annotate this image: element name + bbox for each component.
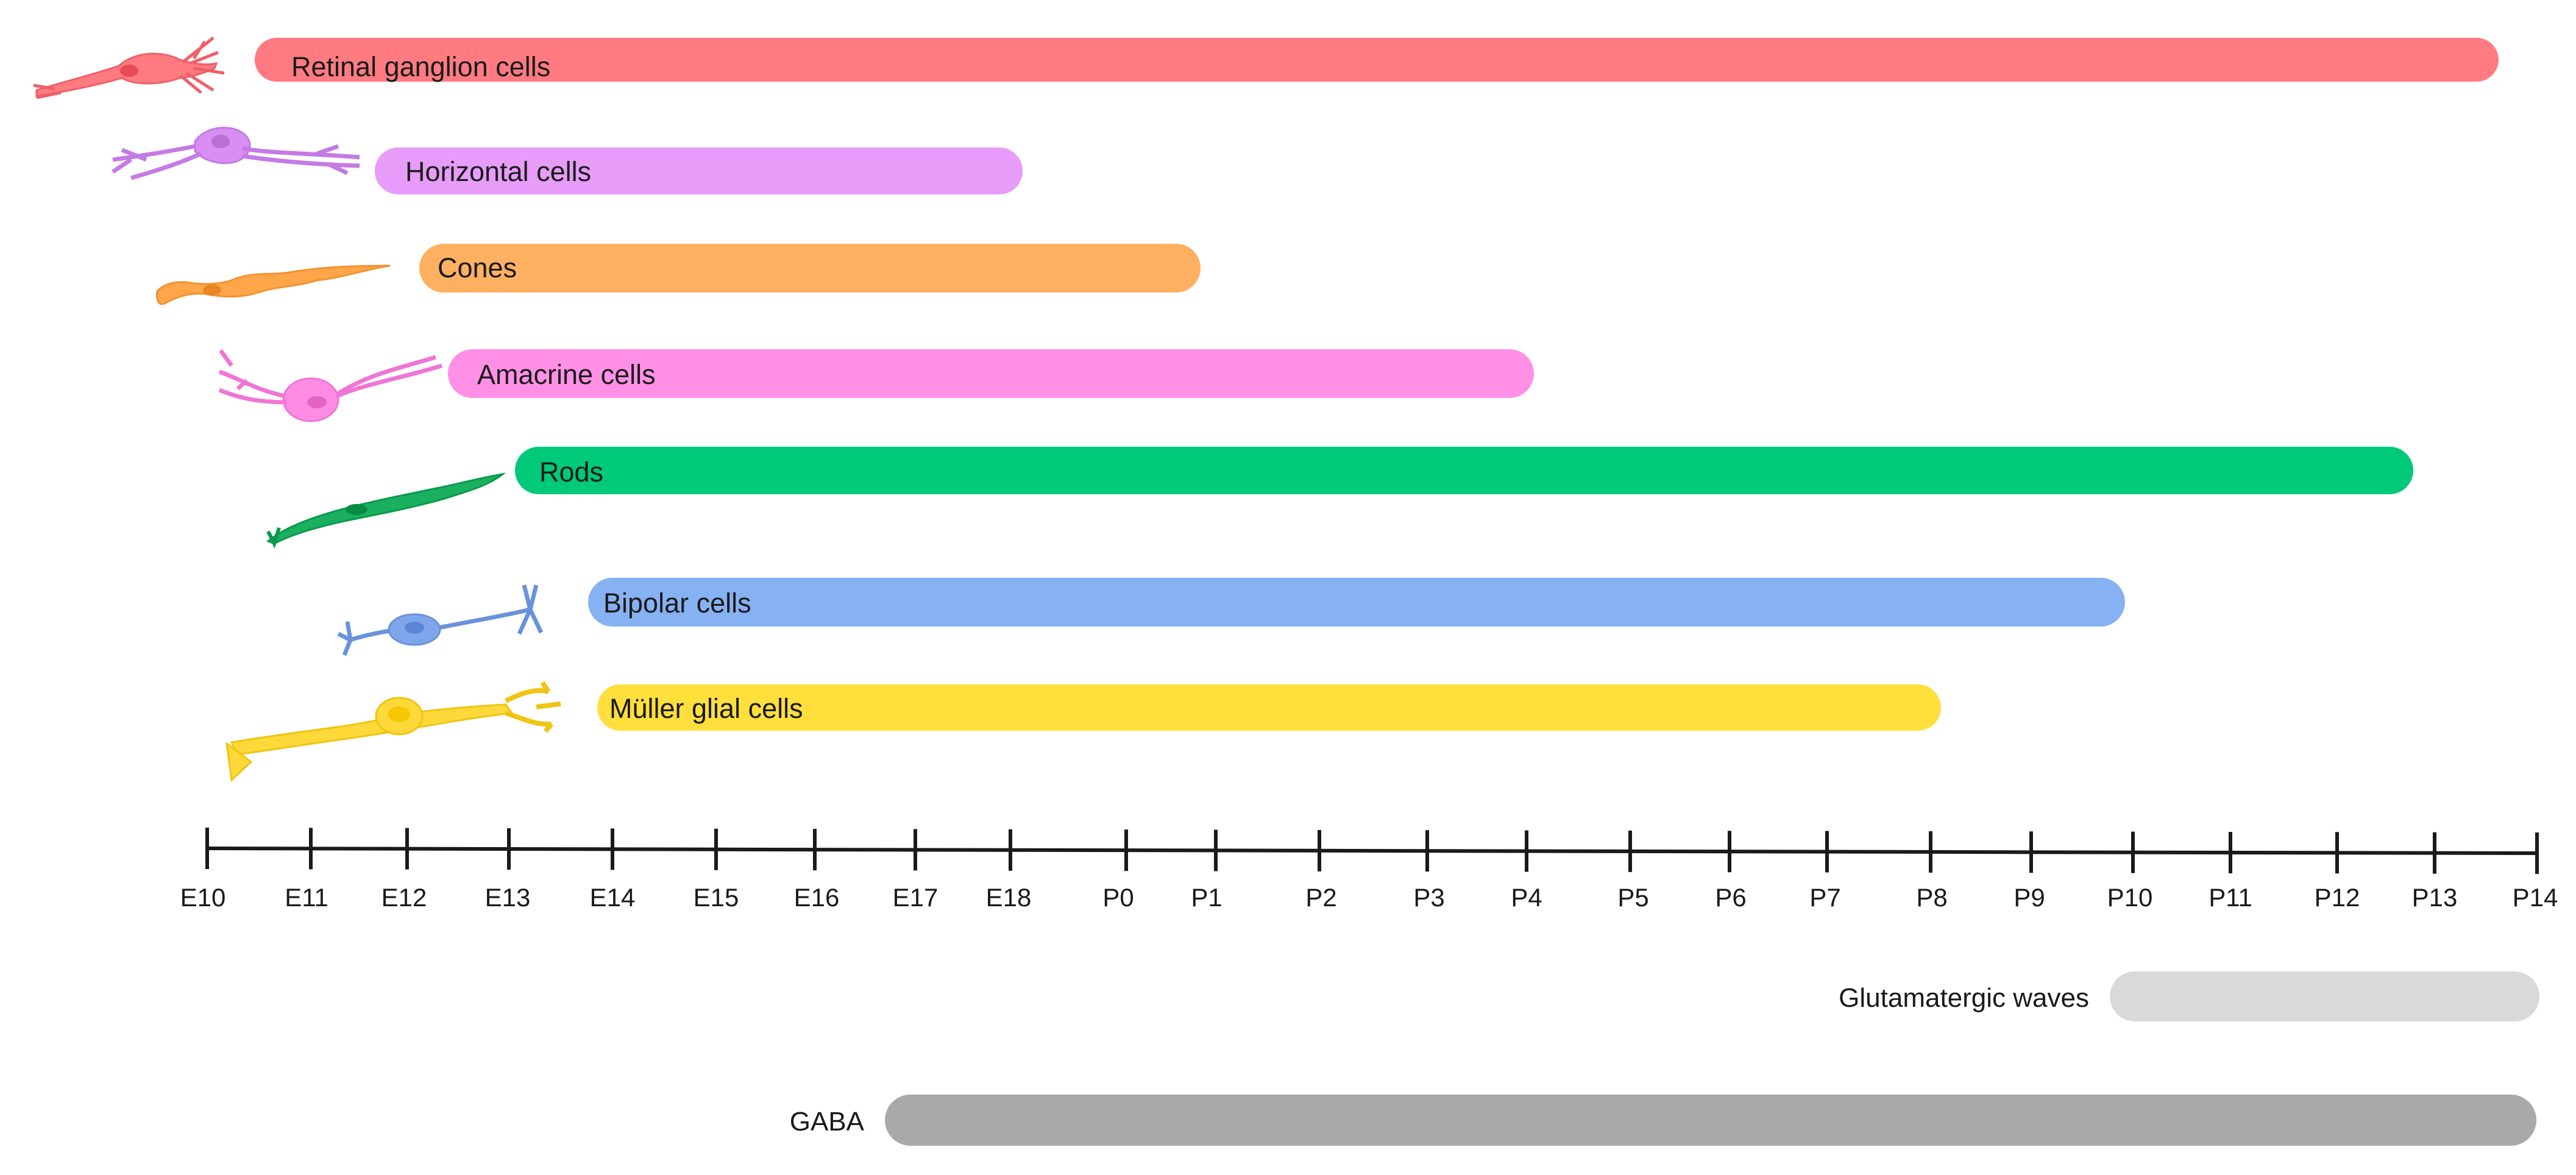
horizontal-cell-icon	[112, 127, 360, 180]
activity-bars: Glutamatergic waves GABA	[790, 971, 2539, 1146]
tick-label-p12: P12	[2315, 883, 2360, 912]
tick-label-p5: P5	[1617, 883, 1648, 912]
tick-label-p3: P3	[1413, 883, 1444, 912]
tick-label-e13: E13	[485, 883, 531, 912]
rod-cell-icon	[266, 472, 506, 549]
bar-retinal-ganglion-cells-label: Retinal ganglion cells	[291, 51, 550, 82]
timeline-axis: E10 E11 E12 E13 E14 E15 E16 E17 E18 P0 P1 P2 P3 P4 P5 P…	[180, 828, 2558, 912]
tick-label-p1: P1	[1191, 883, 1222, 912]
cell-illustrations	[33, 37, 561, 783]
tick-label-e12: E12	[381, 883, 427, 912]
bar-amacrine-cells-fill	[448, 349, 1534, 398]
tick-label-p2: P2	[1305, 883, 1336, 912]
axis-line	[207, 847, 2539, 855]
bipolar-cell-icon	[337, 584, 544, 656]
bar-glutamatergic-waves-fill	[2110, 971, 2539, 1021]
bar-gaba-fill	[885, 1095, 2536, 1146]
muller-glial-cell-icon	[225, 681, 561, 783]
gaba-label: GABA	[790, 1107, 865, 1137]
tick-label-e10: E10	[180, 883, 226, 912]
bar-amacrine-cells: Amacrine cells	[448, 349, 1534, 398]
bar-rods-label: Rods	[539, 456, 603, 488]
bar-glutamatergic-waves: Glutamatergic waves	[1839, 971, 2539, 1021]
tick-label-p10: P10	[2107, 883, 2153, 912]
tick-label-e17: E17	[893, 883, 939, 912]
bar-bipolar-cells-label: Bipolar cells	[603, 588, 751, 619]
tick-label-p8: P8	[1916, 883, 1947, 912]
bar-horizontal-cells-label: Horizontal cells	[405, 156, 591, 187]
tick-label-e16: E16	[794, 883, 840, 912]
tick-label-e15: E15	[694, 883, 739, 912]
bar-horizontal-cells: Horizontal cells	[375, 147, 1023, 194]
bar-cones-fill	[419, 244, 1201, 293]
tick-label-e14: E14	[590, 883, 636, 912]
tick-label-e18: E18	[986, 883, 1032, 912]
tick-label-p9: P9	[2014, 883, 2045, 912]
tick-label-p11: P11	[2209, 883, 2252, 912]
tick-label-p13: P13	[2412, 883, 2458, 912]
bar-muller-glial-cells-label: Müller glial cells	[609, 693, 803, 724]
tick-marks	[205, 828, 2539, 874]
tick-label-p4: P4	[1511, 883, 1542, 912]
bar-muller-glial-cells: Müller glial cells	[597, 684, 1941, 731]
glutamatergic-waves-label: Glutamatergic waves	[1839, 983, 2089, 1013]
bar-rods: Rods	[515, 447, 2413, 494]
tick-labels: E10 E11 E12 E13 E14 E15 E16 E17 E18 P0 P1 P2 P3 P4 P5 P…	[180, 883, 2558, 912]
bar-muller-glial-cells-fill	[597, 684, 1941, 731]
tick-label-p6: P6	[1715, 883, 1746, 912]
bar-horizontal-cells-fill	[375, 147, 1023, 194]
retinal-ganglion-cell-icon	[33, 37, 225, 99]
bar-retinal-ganglion-cells: Retinal ganglion cells	[255, 38, 2499, 82]
bar-rods-fill	[515, 447, 2413, 494]
cell-type-bars: Retinal ganglion cells Horizontal cells …	[255, 38, 2499, 731]
tick-label-e11: E11	[285, 883, 328, 912]
bar-gaba: GABA	[790, 1095, 2536, 1146]
bar-cones: Cones	[419, 244, 1201, 293]
tick-label-p7: P7	[1809, 883, 1840, 912]
bar-amacrine-cells-label: Amacrine cells	[477, 359, 656, 390]
tick-label-p0: P0	[1102, 883, 1134, 912]
bar-retinal-ganglion-cells-fill	[255, 38, 2499, 82]
tick-label-p14: P14	[2513, 883, 2558, 912]
bar-bipolar-cells-fill	[588, 578, 2125, 627]
cone-cell-icon	[156, 264, 391, 305]
bar-cones-label: Cones	[438, 252, 517, 283]
amacrine-cell-icon	[218, 349, 443, 422]
bar-bipolar-cells: Bipolar cells	[588, 578, 2125, 627]
